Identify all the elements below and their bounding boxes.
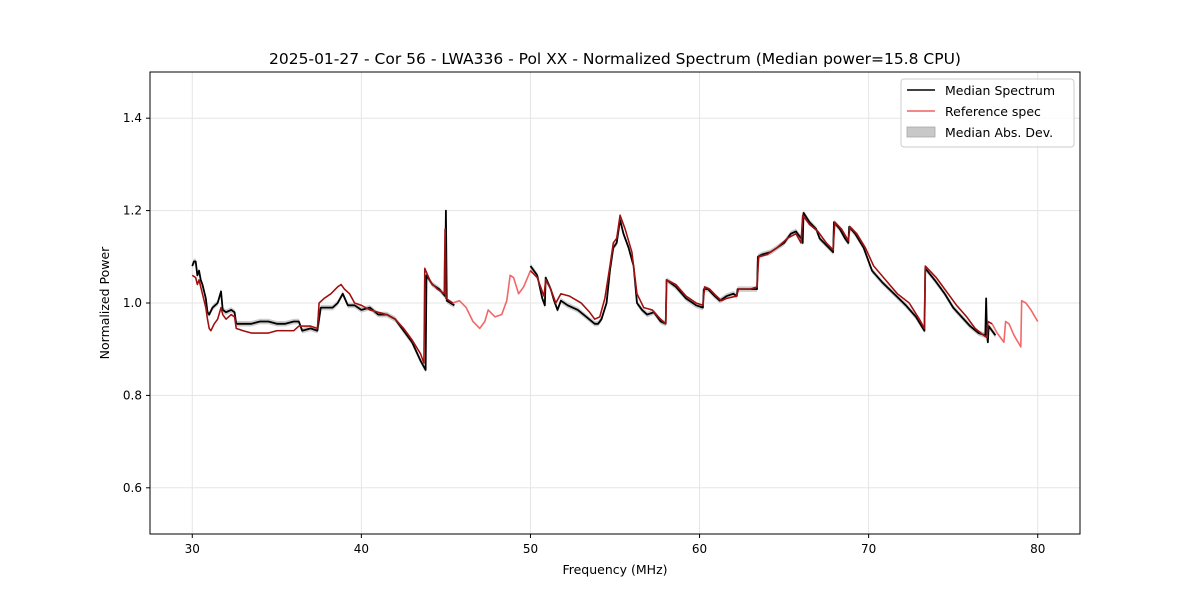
legend-mad-label: Median Abs. Dev. (945, 125, 1053, 140)
legend: Median Spectrum Reference spec Median Ab… (900, 78, 1075, 148)
x-tick-label: 40 (354, 542, 369, 556)
x-tick-label: 80 (1030, 542, 1045, 556)
overlap-line (529, 214, 993, 339)
y-tick-label: 0.6 (123, 481, 142, 495)
x-tick-label: 60 (692, 542, 707, 556)
y-axis-label: Normalized Power (97, 246, 112, 360)
legend-median-label: Median Spectrum (945, 83, 1055, 98)
x-axis-ticks: 30 40 50 60 70 80 (185, 534, 1045, 556)
plot-area (191, 207, 1039, 373)
overlap-line (191, 228, 454, 364)
chart-title: 2025-01-27 - Cor 56 - LWA336 - Pol XX - … (269, 50, 961, 68)
legend-box (900, 78, 1075, 148)
legend-mad-swatch (906, 126, 936, 138)
x-tick-label: 30 (185, 542, 200, 556)
x-tick-label: 50 (523, 542, 538, 556)
legend-reference-label: Reference spec (945, 104, 1041, 119)
y-tick-label: 1.4 (123, 111, 142, 125)
x-axis-label: Frequency (MHz) (562, 562, 667, 577)
y-axis-ticks: 0.6 0.8 1.0 1.2 1.4 (123, 111, 150, 495)
x-tick-label: 70 (861, 542, 876, 556)
overlap-layer (191, 214, 993, 364)
y-tick-label: 0.8 (123, 388, 142, 402)
median-spectrum-line (529, 212, 997, 344)
y-tick-label: 1.2 (123, 204, 142, 218)
y-tick-label: 1.0 (123, 296, 142, 310)
